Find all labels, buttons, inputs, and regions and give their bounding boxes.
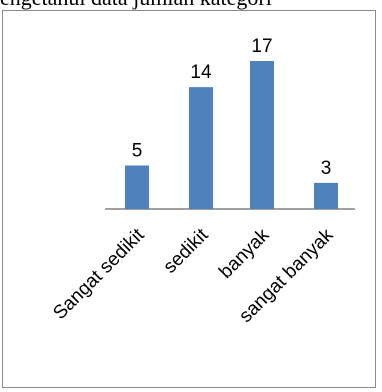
category-label-0: Sangat sedikit bbox=[49, 224, 149, 324]
bar-2 bbox=[250, 61, 274, 209]
bar-value-label-1: 14 bbox=[190, 62, 212, 83]
category-label-1: sedikit bbox=[160, 224, 213, 277]
category-label-2: banyak bbox=[215, 224, 274, 283]
bar-value-label-0: 5 bbox=[132, 140, 143, 161]
chart-frame bbox=[2, 10, 376, 388]
bar-0 bbox=[125, 165, 149, 209]
bar-value-label-2: 17 bbox=[251, 36, 272, 57]
value-labels-group: 5 14 17 3 bbox=[132, 36, 332, 179]
bar-1 bbox=[189, 87, 213, 209]
partial-caption-text: engetahui data jumlah kategori bbox=[0, 0, 382, 12]
bar-value-label-3: 3 bbox=[321, 158, 332, 179]
bar-3 bbox=[314, 182, 338, 209]
bars-group bbox=[125, 61, 338, 209]
